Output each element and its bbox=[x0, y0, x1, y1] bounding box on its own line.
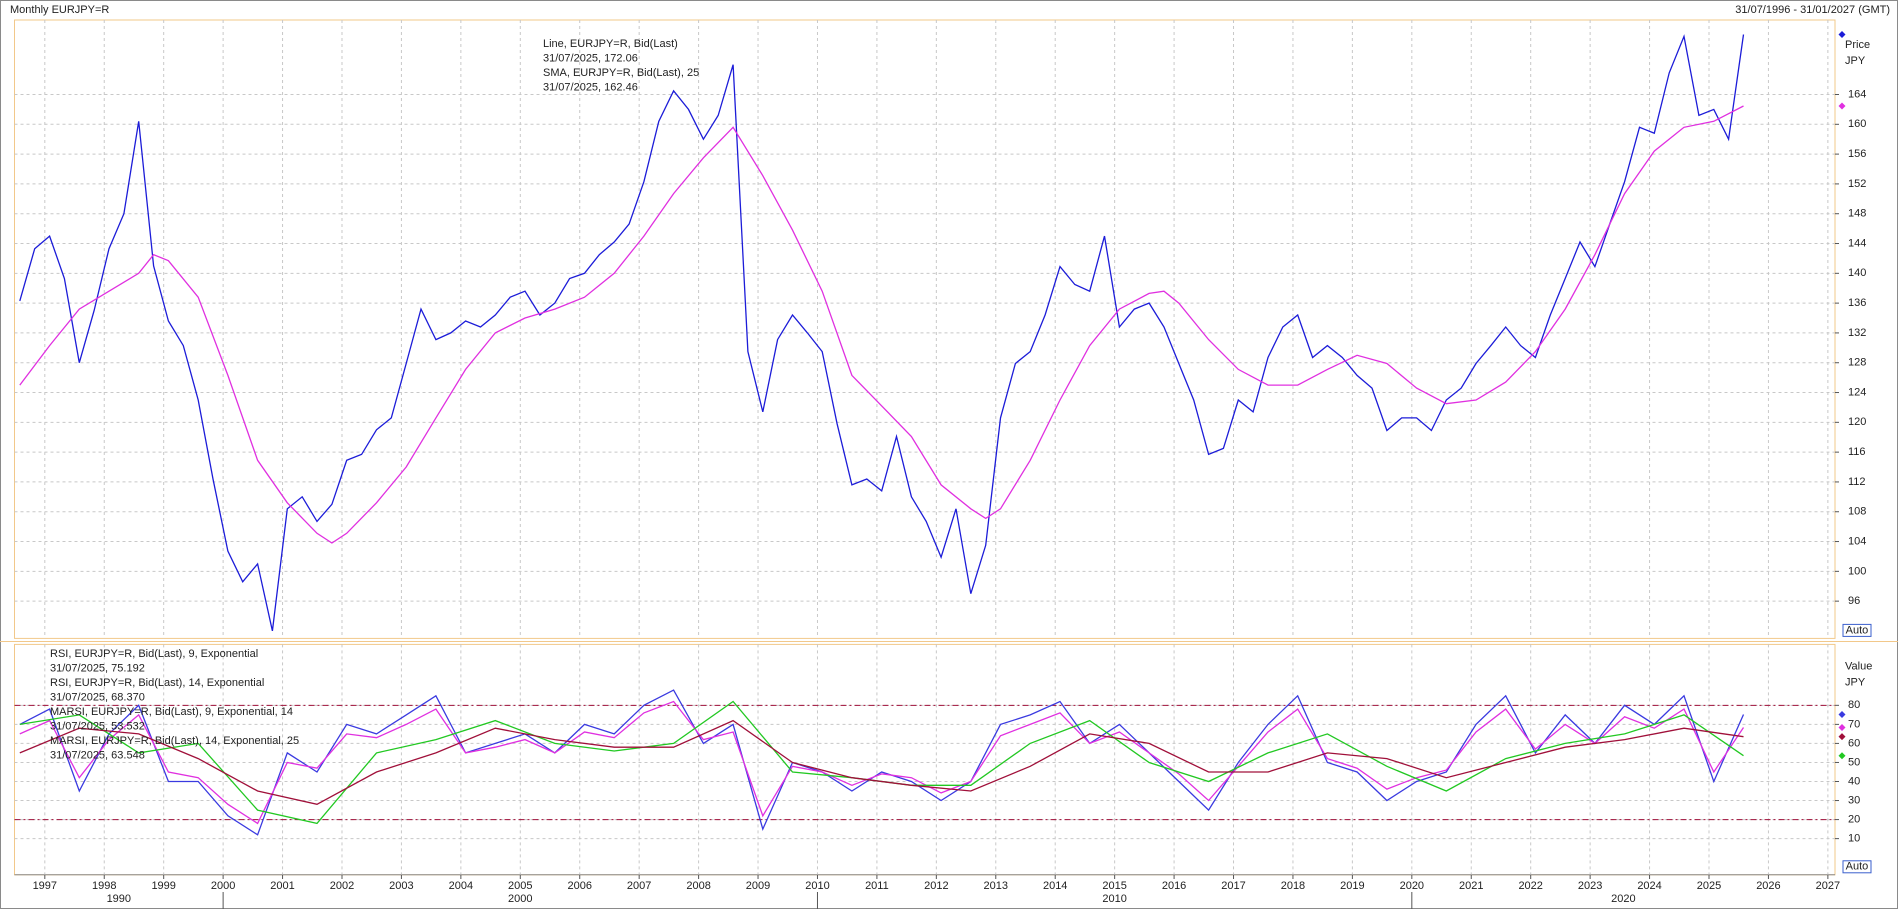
y-tick-label: 60 bbox=[1848, 737, 1860, 749]
x-tick-label: 2022 bbox=[1518, 880, 1542, 892]
x-tick-label: 2015 bbox=[1102, 880, 1126, 892]
axis-title: Price bbox=[1845, 39, 1870, 51]
price-panel-border bbox=[14, 19, 1836, 639]
last-value-marker bbox=[1838, 752, 1846, 760]
x-tick-label: 2008 bbox=[686, 880, 710, 892]
y-tick-label: 152 bbox=[1848, 178, 1866, 190]
decade-label: 1990 bbox=[107, 893, 131, 905]
last-value-marker bbox=[1838, 733, 1846, 741]
y-tick-label: 108 bbox=[1848, 506, 1866, 518]
x-tick-label: 2009 bbox=[746, 880, 770, 892]
axis-title: JPY bbox=[1845, 676, 1866, 688]
axis-title: JPY bbox=[1845, 55, 1866, 67]
x-tick-label: 2014 bbox=[1043, 880, 1067, 892]
x-tick-label: 2016 bbox=[1162, 880, 1186, 892]
y-tick-label: 148 bbox=[1848, 208, 1866, 220]
series-line bbox=[19, 719, 1744, 805]
legend-name: MARSI, EURJPY=R, Bid(Last), 9, Exponenti… bbox=[50, 706, 293, 718]
last-value-marker bbox=[1838, 723, 1846, 731]
axis-title: Value bbox=[1845, 660, 1872, 672]
legend-name: RSI, EURJPY=R, Bid(Last), 14, Exponentia… bbox=[50, 677, 264, 689]
series-line bbox=[19, 34, 1745, 632]
y-tick-label: 100 bbox=[1848, 565, 1866, 577]
x-tick-label: 2003 bbox=[389, 880, 413, 892]
x-tick-label: 2020 bbox=[1400, 880, 1424, 892]
y-tick-label: 136 bbox=[1848, 297, 1866, 309]
y-tick-label: 164 bbox=[1848, 88, 1866, 100]
auto-button: Auto bbox=[1846, 861, 1869, 873]
y-tick-label: 80 bbox=[1848, 699, 1860, 711]
legend-value: 31/07/2025, 63.548 bbox=[50, 749, 145, 761]
legend-value: 31/07/2025, 53.532 bbox=[50, 720, 145, 732]
x-tick-label: 2010 bbox=[805, 880, 829, 892]
chart-title: Monthly EURJPY=R bbox=[10, 4, 109, 16]
series-line bbox=[19, 105, 1744, 544]
y-tick-label: 140 bbox=[1848, 267, 1866, 279]
y-tick-label: 132 bbox=[1848, 327, 1866, 339]
decade-label: 2010 bbox=[1102, 893, 1126, 905]
x-tick-label: 2002 bbox=[330, 880, 354, 892]
x-tick-label: 2027 bbox=[1816, 880, 1840, 892]
x-tick-label: 2006 bbox=[567, 880, 591, 892]
y-tick-label: 112 bbox=[1848, 476, 1866, 488]
y-tick-label: 144 bbox=[1848, 237, 1866, 249]
y-tick-label: 30 bbox=[1848, 794, 1860, 806]
y-tick-label: 96 bbox=[1848, 595, 1860, 607]
y-tick-label: 70 bbox=[1848, 718, 1860, 730]
y-tick-label: 124 bbox=[1848, 386, 1866, 398]
x-tick-label: 2025 bbox=[1697, 880, 1721, 892]
y-tick-label: 10 bbox=[1848, 833, 1860, 845]
x-tick-label: 2018 bbox=[1281, 880, 1305, 892]
series-line bbox=[19, 689, 1745, 836]
x-tick-label: 2011 bbox=[865, 880, 889, 892]
y-tick-label: 120 bbox=[1848, 416, 1866, 428]
auto-button: Auto bbox=[1846, 624, 1869, 636]
x-tick-label: 2013 bbox=[984, 880, 1008, 892]
x-tick-label: 1997 bbox=[33, 880, 57, 892]
x-tick-label: 2000 bbox=[211, 880, 235, 892]
x-tick-label: 2017 bbox=[1221, 880, 1245, 892]
legend-name: Line, EURJPY=R, Bid(Last) bbox=[543, 38, 678, 50]
y-tick-label: 160 bbox=[1848, 118, 1866, 130]
x-tick-label: 2012 bbox=[924, 880, 948, 892]
y-tick-label: 104 bbox=[1848, 535, 1866, 547]
x-tick-label: 2023 bbox=[1578, 880, 1602, 892]
legend-name: SMA, EURJPY=R, Bid(Last), 25 bbox=[543, 67, 699, 79]
legend-name: RSI, EURJPY=R, Bid(Last), 9, Exponential bbox=[50, 648, 258, 660]
last-value-marker bbox=[1838, 30, 1846, 38]
x-tick-label: 2004 bbox=[449, 880, 473, 892]
y-tick-label: 128 bbox=[1848, 357, 1866, 369]
legend-value: 31/07/2025, 75.192 bbox=[50, 662, 145, 674]
y-tick-label: 156 bbox=[1848, 148, 1866, 160]
legend-value: 31/07/2025, 68.370 bbox=[50, 691, 145, 703]
x-tick-label: 1999 bbox=[151, 880, 175, 892]
date-range: 31/07/1996 - 31/01/2027 (GMT) bbox=[1735, 4, 1890, 16]
legend-value: 31/07/2025, 162.46 bbox=[543, 81, 638, 93]
x-tick-label: 2001 bbox=[270, 880, 294, 892]
decade-label: 2000 bbox=[508, 893, 532, 905]
series-line bbox=[19, 700, 1745, 825]
x-tick-label: 2005 bbox=[508, 880, 532, 892]
y-tick-label: 40 bbox=[1848, 775, 1860, 787]
auto-button-box bbox=[1842, 860, 1872, 874]
auto-button-box bbox=[1842, 623, 1872, 637]
legend-name: MARSI, EURJPY=R, Bid(Last), 14, Exponent… bbox=[50, 735, 299, 747]
x-tick-label: 2021 bbox=[1459, 880, 1483, 892]
x-tick-label: 2026 bbox=[1756, 880, 1780, 892]
legend-value: 31/07/2025, 172.06 bbox=[543, 52, 638, 64]
y-tick-label: 116 bbox=[1848, 446, 1866, 458]
y-tick-label: 20 bbox=[1848, 813, 1860, 825]
decade-label: 2020 bbox=[1611, 893, 1635, 905]
y-tick-label: 50 bbox=[1848, 756, 1860, 768]
x-tick-label: 2019 bbox=[1340, 880, 1364, 892]
x-tick-label: 2024 bbox=[1637, 880, 1661, 892]
last-value-marker bbox=[1838, 102, 1846, 110]
last-value-marker bbox=[1838, 710, 1846, 718]
x-tick-label: 1998 bbox=[92, 880, 116, 892]
x-tick-label: 2007 bbox=[627, 880, 651, 892]
